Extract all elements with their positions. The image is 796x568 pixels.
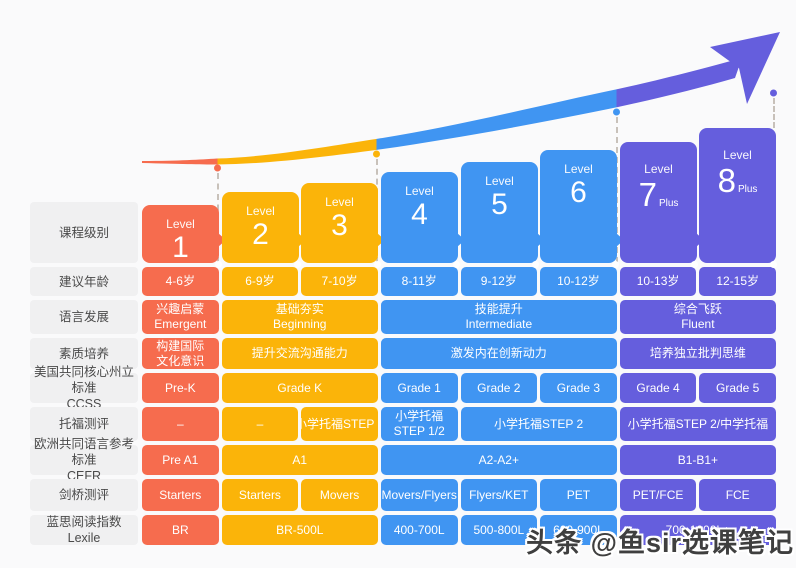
toefl-cell: 小学托福STEP 2/中学托福 — [619, 407, 776, 441]
junction-dot — [532, 261, 539, 268]
cambridge-cell: Movers/Flyers — [380, 479, 458, 511]
row-label-quality: 素质培养 — [30, 338, 138, 369]
row-label-lexile: 蓝思阅读指数 Lexile — [30, 515, 138, 545]
junction-dot — [691, 261, 698, 268]
junction-dot — [215, 261, 222, 268]
ccss-cell: Grade K — [221, 373, 378, 403]
ccss-cell: Pre-K — [142, 373, 219, 403]
cambridge-cell: PET — [540, 479, 617, 511]
age-cell: 9-12岁 — [460, 267, 538, 296]
level-8-header: Level 8 Plus — [699, 128, 776, 263]
ccss-cell: Grade 5 — [699, 373, 776, 403]
language-cell: 兴趣启蒙 Emergent — [142, 300, 219, 334]
level-3-header: Level 3 — [301, 183, 385, 263]
age-cell: 4-6岁 — [142, 267, 219, 296]
language-cell: 综合飞跃 Fluent — [619, 300, 776, 334]
level-5-header: Level 5 — [461, 162, 545, 263]
row-label-column: 课程级别 建议年龄 语言发展 素质培养 美国共同核心州立标准 CCSS 托福测评 … — [30, 202, 138, 545]
cambridge-cell: Movers — [301, 479, 378, 511]
cambridge-cell: Starters — [221, 479, 299, 511]
junction-dot — [770, 261, 777, 268]
age-cell: 8-11岁 — [380, 267, 458, 296]
level-attributes-grid: 4-6岁 6-9岁 7-10岁 8-11岁 9-12岁 10-12岁 10-13… — [142, 267, 776, 545]
level-7-header: Level 7 Plus — [620, 142, 704, 263]
toefl-cell: – — [221, 407, 299, 441]
row-label-age: 建议年龄 — [30, 267, 138, 296]
ccss-cell: Grade 1 — [380, 373, 458, 403]
level-1-header: Level 1 — [142, 205, 226, 264]
lexile-cell: 500-800L — [460, 515, 538, 545]
row-label-toefl: 托福测评 — [30, 407, 138, 441]
row-label-language: 语言发展 — [30, 300, 138, 334]
lexile-cell: BR-500L — [221, 515, 378, 545]
lexile-cell: 700-1000L+ — [619, 515, 776, 545]
language-cell: 技能提升 Intermediate — [380, 300, 617, 334]
cambridge-cell: Flyers/KET — [460, 479, 538, 511]
junction-dot — [294, 261, 301, 268]
level-4-header: Level 4 — [381, 172, 465, 263]
quality-cell: 激发内在创新动力 — [380, 338, 617, 369]
cambridge-cell: PET/FCE — [619, 479, 697, 511]
cambridge-cell: FCE — [699, 479, 776, 511]
quality-cell: 培养独立批判思维 — [619, 338, 776, 369]
watermark: 头条 @鱼sir选课笔记 — [526, 528, 794, 558]
cefr-cell: A2-A2+ — [380, 445, 617, 475]
cefr-cell: A1 — [221, 445, 378, 475]
dashed-guide-4 — [772, 98, 775, 128]
level-headers: Level 1 Level 2 Level 3 Level 4 Level 5 … — [142, 0, 776, 267]
age-cell: 6-9岁 — [221, 267, 299, 296]
row-label-cefr: 欧洲共同语言参考标准 CEFR — [30, 437, 138, 483]
row-label-ccss: 美国共同核心州立标准 CCSS — [30, 365, 138, 411]
ccss-cell: Grade 2 — [460, 373, 538, 403]
ccss-cell: Grade 3 — [540, 373, 617, 403]
cefr-cell: Pre A1 — [142, 445, 219, 475]
toefl-cell: 小学托福STEP 1 — [301, 407, 378, 441]
junction-dot — [612, 261, 619, 268]
lexile-cell: BR — [142, 515, 219, 545]
junction-dot — [374, 261, 381, 268]
row-label-cambridge: 剑桥测评 — [30, 479, 138, 511]
toefl-cell: 小学托福STEP 2 — [460, 407, 617, 441]
toefl-cell: – — [142, 407, 219, 441]
age-cell: 10-12岁 — [540, 267, 617, 296]
cefr-cell: B1-B1+ — [619, 445, 776, 475]
cambridge-cell: Starters — [142, 479, 219, 511]
age-cell: 12-15岁 — [699, 267, 776, 296]
toefl-cell: 小学托福 STEP 1/2 — [380, 407, 458, 441]
ccss-cell: Grade 4 — [619, 373, 697, 403]
age-cell: 10-13岁 — [619, 267, 697, 296]
level-6-header: Level 6 — [540, 150, 624, 263]
language-cell: 基础夯实 Beginning — [221, 300, 378, 334]
lexile-cell: 600-900L — [540, 515, 617, 545]
row-label-course-level: 课程级别 — [30, 202, 138, 263]
age-cell: 7-10岁 — [301, 267, 378, 296]
quality-cell: 提升交流沟通能力 — [221, 338, 378, 369]
quality-cell: 构建国际 文化意识 — [142, 338, 219, 369]
level-2-header: Level 2 — [222, 192, 306, 263]
junction-dot — [453, 261, 460, 268]
lexile-cell: 400-700L — [380, 515, 458, 545]
